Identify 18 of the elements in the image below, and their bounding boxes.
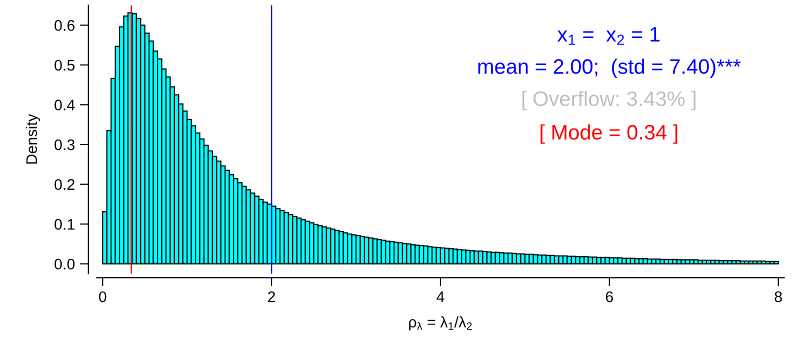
x-tick-label: 4	[436, 291, 444, 302]
y-tick-label: 0.0	[54, 258, 75, 270]
y-tick-label: 0.6	[54, 20, 75, 31]
x-tick-label: 2	[268, 291, 276, 302]
y-tick-label: 0.5	[54, 60, 75, 71]
y-tick-label: 0.4	[54, 100, 75, 110]
x-axis-title: ρ$_{λ}$ = λ$_{1}$/λ$_{2}$	[409, 316, 472, 331]
x-tick-label: 0	[98, 291, 106, 302]
y-axis-title: Density	[26, 114, 40, 164]
y-tick-label: 0.3	[54, 139, 75, 150]
annotation: x$_{1}$ = x$_{2}$ = 1	[557, 27, 660, 45]
x-tick-label: 8	[774, 291, 782, 302]
annotation: [ Mode = 0.34 ]	[540, 124, 678, 144]
x-tick-label: 6	[606, 291, 613, 302]
annotation: [ Overflow: 3.43% ]	[522, 90, 696, 110]
y-tick-label: 0.1	[54, 218, 74, 230]
annotation: mean = 2.00; (std = 7.40)***	[478, 58, 741, 78]
y-tick-label: 0.2	[54, 179, 74, 190]
